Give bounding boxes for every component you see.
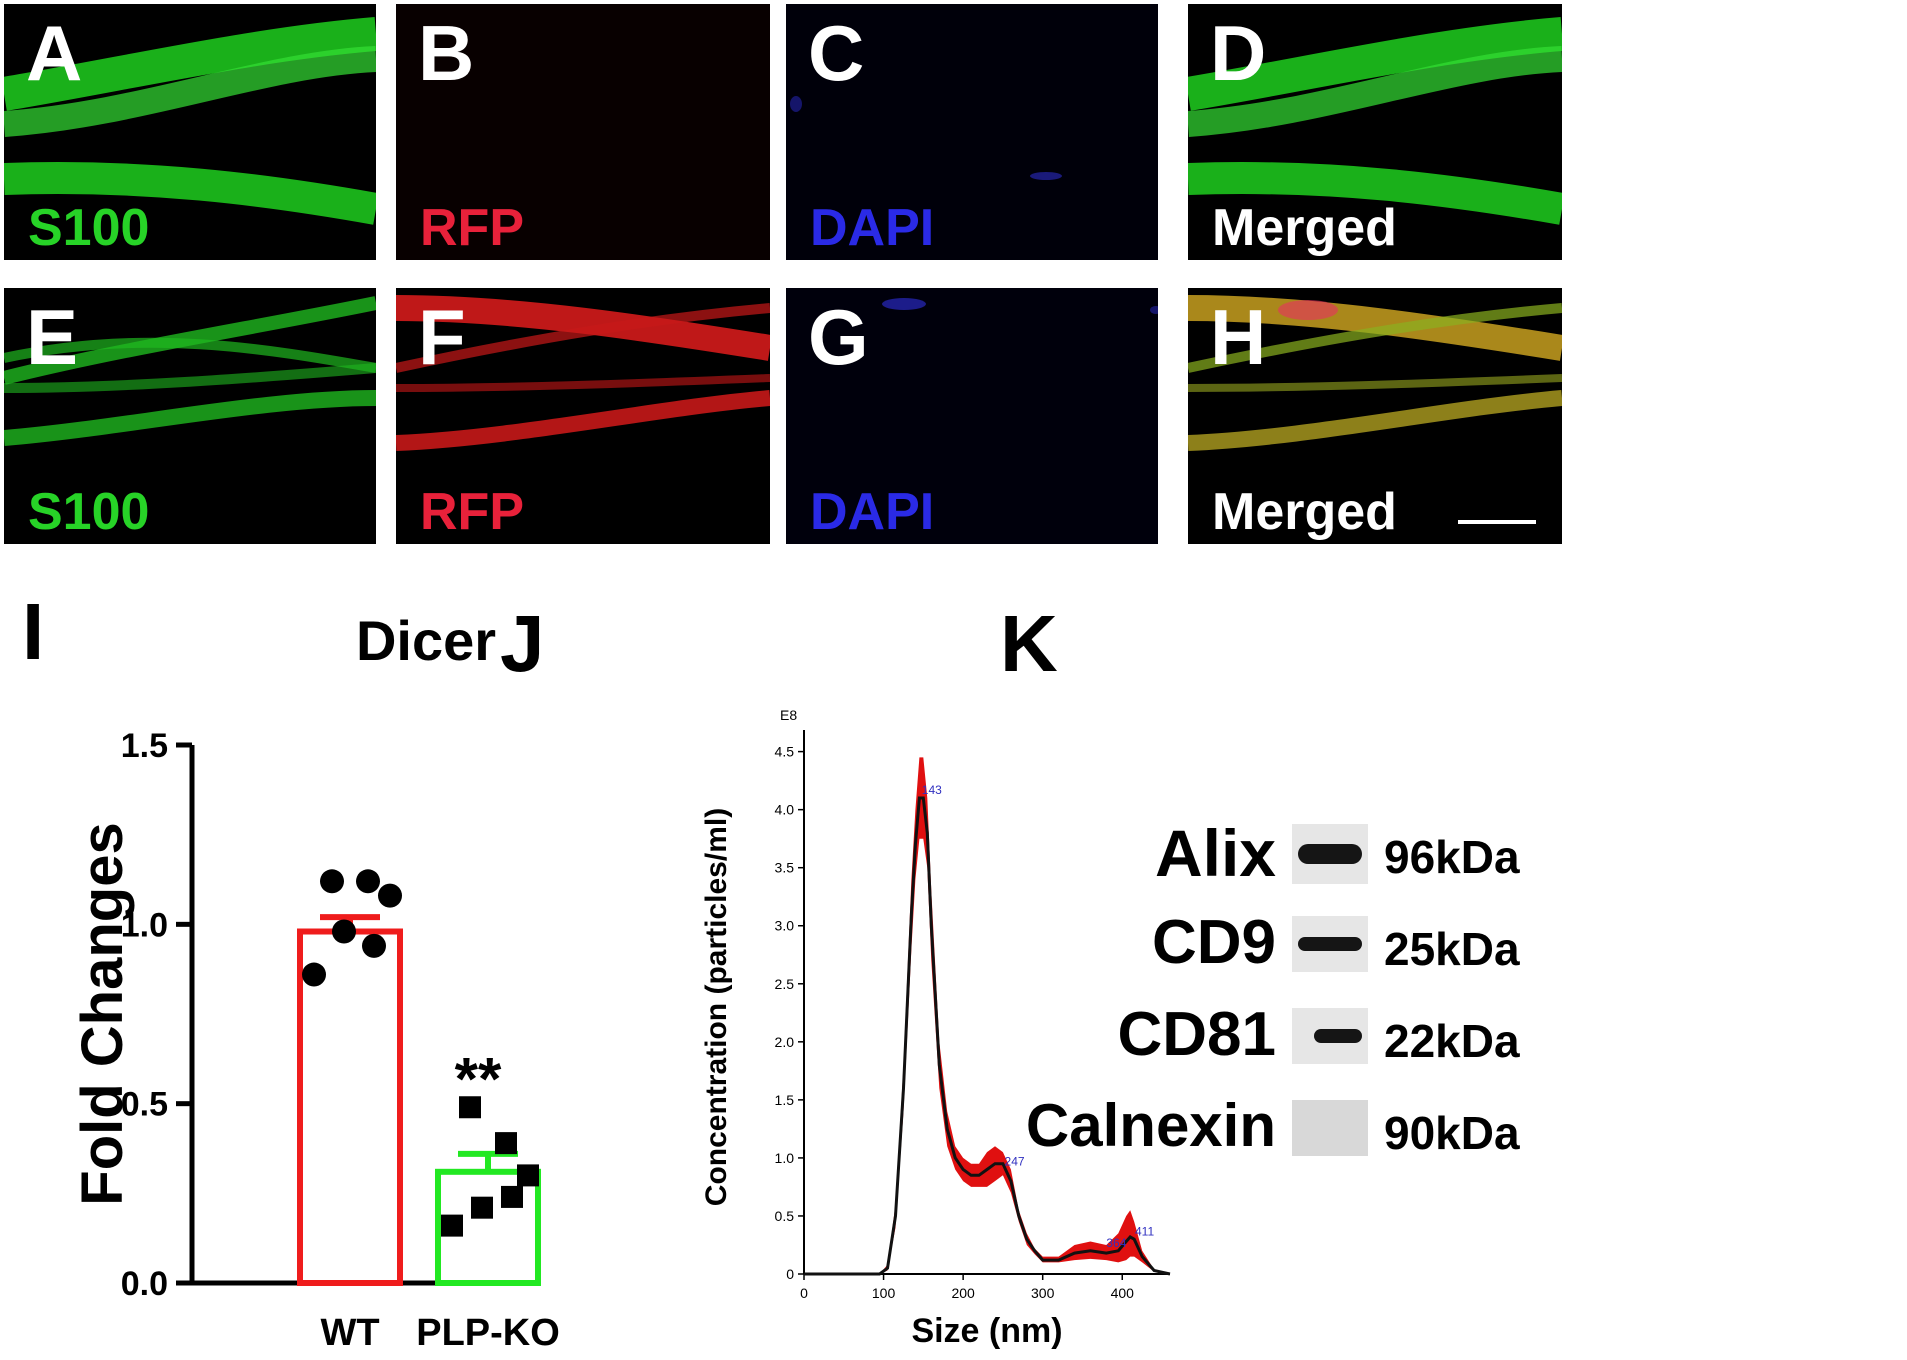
panel-G: G DAPI bbox=[786, 288, 1158, 544]
y-tick-label: 0.5 bbox=[121, 1086, 168, 1124]
wb-label-alix: Alix bbox=[1154, 816, 1276, 890]
stain-label-A: S100 bbox=[28, 199, 150, 257]
x-tick-label: WT bbox=[320, 1312, 379, 1350]
data-point bbox=[332, 919, 356, 944]
y-tick-label: 0.5 bbox=[775, 1208, 795, 1224]
panel-letter-K: K bbox=[1000, 599, 1058, 688]
panel-letter-E: E bbox=[26, 293, 79, 381]
chart-I-dicer: Dicer Fold Changes 0.0 0.5 1.0 1.5 WT PLP-KO ** bbox=[70, 609, 560, 1350]
panel-B: B RFP bbox=[396, 4, 770, 260]
wb-band-signal bbox=[1298, 844, 1362, 864]
x-tick-label: 0 bbox=[800, 1285, 808, 1301]
y-tick-label: 4.5 bbox=[775, 744, 795, 760]
panel-B-image bbox=[396, 4, 770, 260]
panel-A-image bbox=[4, 4, 376, 260]
stain-label-H: Merged bbox=[1212, 483, 1397, 541]
data-point bbox=[517, 1164, 539, 1187]
wb-band-signal bbox=[1298, 937, 1362, 951]
panel-D-image bbox=[1188, 4, 1562, 260]
panel-letter-I: I bbox=[22, 587, 45, 676]
panel-C-image bbox=[786, 4, 1158, 260]
y-tick-label: 1.5 bbox=[775, 1092, 795, 1108]
panel-letter-F: F bbox=[418, 293, 466, 381]
panel-D: D Merged bbox=[1188, 4, 1562, 260]
wb-label-cd9: CD9 bbox=[1151, 908, 1276, 977]
size-distribution-line bbox=[804, 796, 1171, 1276]
panel-C: C DAPI bbox=[786, 4, 1158, 260]
panel-letter-D: D bbox=[1210, 9, 1267, 97]
x-tick-label: 200 bbox=[951, 1285, 975, 1301]
y-tick-label: 0.0 bbox=[121, 1265, 168, 1303]
panel-letter-B: B bbox=[418, 9, 475, 97]
wb-label-cd81: CD81 bbox=[1117, 1000, 1276, 1069]
stain-label-G: DAPI bbox=[810, 483, 935, 541]
data-point bbox=[459, 1096, 481, 1119]
chart-title: Dicer bbox=[356, 609, 496, 672]
panel-letter-G: G bbox=[808, 293, 869, 381]
data-point bbox=[501, 1185, 523, 1208]
panel-G-image bbox=[786, 288, 1158, 544]
scale-bar bbox=[1458, 520, 1536, 524]
peak-label: 411 bbox=[1135, 1224, 1154, 1238]
panel-H: H Merged bbox=[1188, 288, 1562, 544]
wb-kda-alix: 96kDa bbox=[1384, 831, 1520, 883]
data-point bbox=[302, 962, 326, 987]
wb-kda-cd9: 25kDa bbox=[1384, 923, 1520, 975]
stain-label-F: RFP bbox=[420, 483, 524, 541]
y-tick-label: 2.0 bbox=[775, 1034, 795, 1050]
wb-kda-calnexin: 90kDa bbox=[1384, 1107, 1520, 1159]
chart-J-size-distribution: E8 0 0.5 1.0 1.5 2.0 2.5 3.0 3.5 4.0 4.5 0 100 200 300… bbox=[700, 707, 1171, 1350]
data-point bbox=[320, 869, 344, 894]
wb-kda-cd81: 22kDa bbox=[1384, 1015, 1520, 1067]
panel-F: F RFP bbox=[396, 288, 770, 544]
wb-band-calnexin bbox=[1292, 1100, 1368, 1156]
stain-label-D: Merged bbox=[1212, 199, 1397, 257]
y-tick-label: 2.5 bbox=[775, 976, 795, 992]
panel-letter-A: A bbox=[26, 9, 83, 97]
panel-letter-C: C bbox=[808, 9, 865, 97]
y-axis-label: Concentration (particles/ml) bbox=[700, 808, 733, 1206]
y-tick-label: 3.0 bbox=[775, 918, 795, 934]
wb-label-calnexin: Calnexin bbox=[1025, 1092, 1276, 1159]
panel-A: A S100 bbox=[4, 4, 376, 260]
y-tick-label: 4.0 bbox=[775, 802, 795, 818]
y-axis-label: Fold Changes bbox=[70, 822, 135, 1205]
wb-band-alix bbox=[1292, 824, 1368, 884]
panel-E-image bbox=[4, 288, 376, 544]
y-tick-label: 1.0 bbox=[775, 1150, 795, 1166]
peak-label: 364 bbox=[1106, 1236, 1126, 1250]
data-point bbox=[495, 1132, 517, 1155]
data-point bbox=[356, 869, 380, 894]
y-tick-label: 0 bbox=[786, 1266, 794, 1282]
stain-label-B: RFP bbox=[420, 199, 524, 257]
peak-label: 247 bbox=[1005, 1155, 1025, 1169]
exponent-label: E8 bbox=[780, 707, 797, 723]
western-blot: Alix 96kDa CD9 25kDa CD81 22kDa Calnexin 90kDa bbox=[1000, 816, 1560, 1156]
stain-label-E: S100 bbox=[28, 483, 150, 541]
y-tick-label: 1.0 bbox=[121, 906, 168, 944]
stain-label-C: DAPI bbox=[810, 199, 935, 257]
peak-label: 143 bbox=[922, 783, 942, 797]
x-tick-label: PLP-KO bbox=[416, 1312, 560, 1350]
x-axis-label: Size (nm) bbox=[911, 1312, 1062, 1350]
panel-F-image bbox=[396, 288, 770, 544]
x-tick-label: 300 bbox=[1031, 1285, 1055, 1301]
panel-H-image bbox=[1188, 288, 1562, 544]
panel-E: E S100 bbox=[4, 288, 376, 544]
data-point bbox=[471, 1196, 493, 1219]
wb-band-cd9 bbox=[1292, 916, 1368, 972]
y-tick-label: 3.5 bbox=[775, 860, 795, 876]
wb-band-cd81 bbox=[1292, 1008, 1368, 1064]
data-point bbox=[441, 1214, 463, 1237]
significance-annotation: ** bbox=[455, 1046, 502, 1113]
x-tick-label: 400 bbox=[1111, 1285, 1135, 1301]
panel-letter-J: J bbox=[500, 599, 545, 688]
data-point bbox=[378, 883, 402, 908]
panel-letter-H: H bbox=[1210, 293, 1267, 381]
data-point bbox=[362, 933, 386, 958]
wb-band-signal bbox=[1314, 1029, 1362, 1043]
y-tick-label: 1.5 bbox=[121, 727, 168, 765]
x-tick-label: 100 bbox=[872, 1285, 896, 1301]
